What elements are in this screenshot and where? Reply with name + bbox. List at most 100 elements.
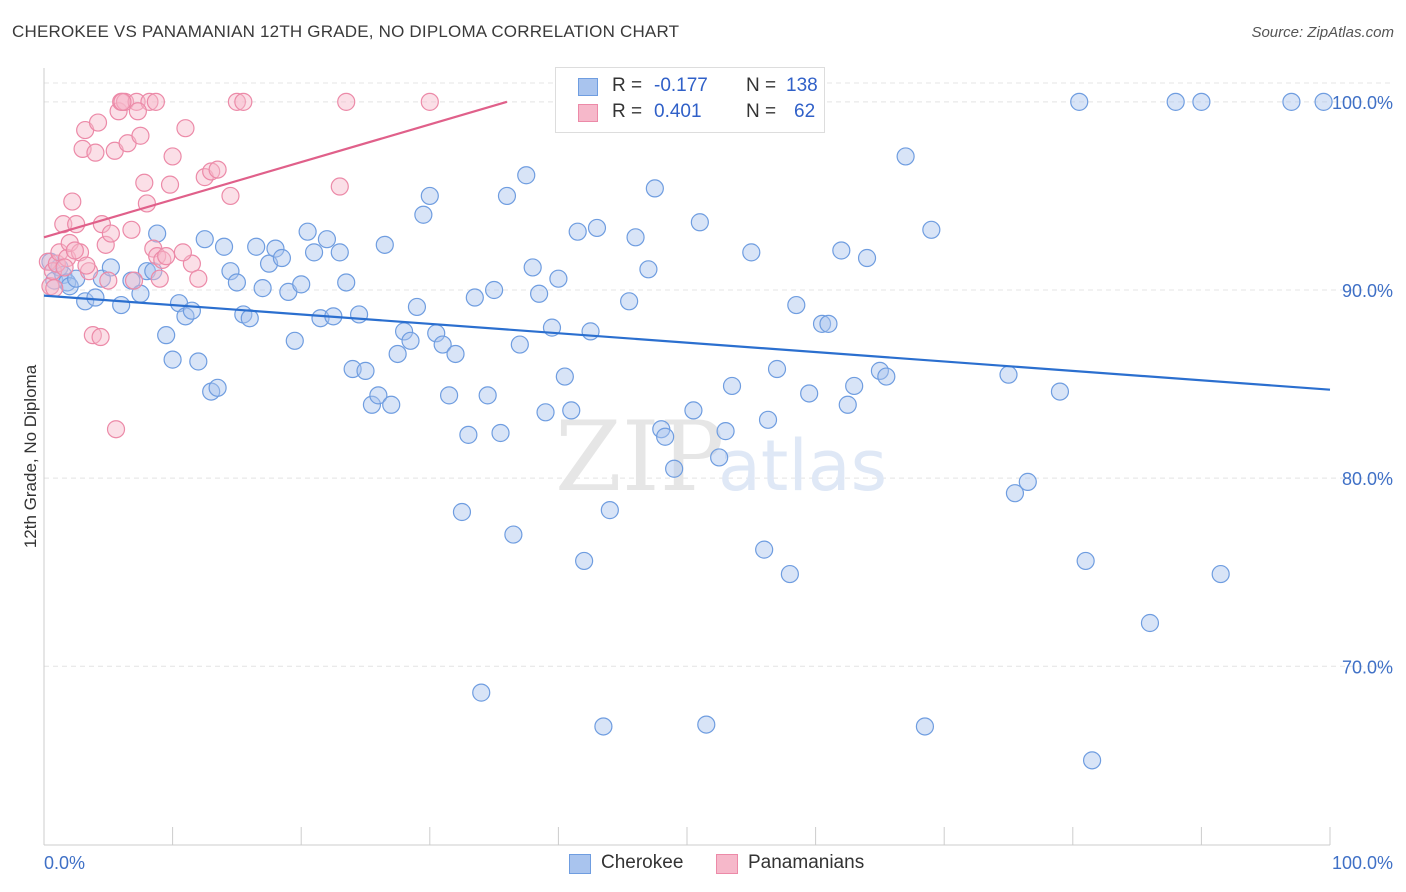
panamanian-point[interactable] [124, 271, 144, 290]
cherokee-point[interactable] [800, 384, 819, 403]
panamanian-point[interactable] [420, 92, 439, 111]
panamanian-point[interactable] [208, 160, 227, 179]
cherokee-point[interactable] [478, 386, 497, 405]
panamanian-point[interactable] [337, 92, 356, 111]
cherokee-point[interactable] [758, 410, 778, 429]
cherokee-point[interactable] [1211, 564, 1230, 584]
panamanian-point[interactable] [88, 113, 108, 132]
cherokee-point[interactable] [1082, 751, 1102, 770]
panamanian-point[interactable] [163, 147, 182, 166]
cherokee-point[interactable] [1282, 92, 1301, 111]
cherokee-point[interactable] [819, 314, 838, 333]
cherokee-point[interactable] [214, 237, 234, 256]
panamanian-point[interactable] [96, 235, 115, 254]
cherokee-point[interactable] [1140, 613, 1160, 633]
cherokee-point[interactable] [1050, 382, 1070, 401]
cherokee-point[interactable] [877, 367, 896, 386]
panamanian-point[interactable] [227, 92, 246, 111]
cherokee-point[interactable] [1018, 472, 1037, 491]
panamanian-point[interactable] [176, 119, 195, 138]
panamanian-point[interactable] [157, 247, 176, 266]
cherokee-point[interactable] [86, 288, 105, 307]
panamanian-point[interactable] [99, 271, 118, 290]
panamanian-point[interactable] [150, 269, 169, 288]
cherokee-point[interactable] [491, 423, 510, 443]
cherokee-point[interactable] [382, 395, 401, 414]
cherokee-point[interactable] [285, 331, 304, 350]
cherokee-point[interactable] [665, 459, 684, 478]
cherokee-point[interactable] [465, 288, 484, 307]
cherokee-point[interactable] [407, 297, 427, 317]
cherokee-point[interactable] [504, 525, 523, 544]
panamanian-point[interactable] [113, 92, 132, 111]
cherokee-point[interactable] [1005, 484, 1025, 503]
cherokee-point[interactable] [349, 305, 369, 324]
cherokee-point[interactable] [247, 237, 266, 256]
panamanian-point[interactable] [221, 186, 240, 206]
cherokee-point[interactable] [189, 352, 208, 371]
cherokee-point[interactable] [549, 269, 568, 288]
cherokee-point[interactable] [401, 331, 420, 350]
cherokee-point[interactable] [722, 376, 742, 396]
panamanian-point[interactable] [55, 258, 74, 277]
panamanian-point[interactable] [160, 175, 180, 194]
cherokee-point[interactable] [656, 427, 675, 446]
cherokee-point[interactable] [600, 501, 619, 520]
panamanian-point[interactable] [45, 279, 64, 298]
cherokee-point[interactable] [304, 243, 324, 262]
cherokee-point[interactable] [716, 422, 735, 441]
cherokee-point[interactable] [517, 166, 536, 185]
panamanian-point[interactable] [234, 92, 253, 111]
cherokee-point[interactable] [298, 222, 317, 241]
panamanian-point[interactable] [91, 327, 110, 347]
cherokee-point[interactable] [163, 350, 182, 369]
cherokee-point[interactable] [446, 344, 465, 364]
cherokee-point[interactable] [148, 224, 167, 243]
cherokee-point[interactable] [272, 248, 292, 268]
cherokee-point[interactable] [459, 425, 478, 444]
cherokee-point[interactable] [362, 395, 382, 414]
cherokee-point[interactable] [587, 218, 607, 238]
cherokee-point[interactable] [221, 262, 240, 281]
cherokee-point[interactable] [414, 205, 433, 224]
cherokee-point[interactable] [838, 395, 857, 414]
cherokee-point[interactable] [510, 335, 529, 354]
cherokee-point[interactable] [626, 228, 645, 247]
cherokee-point[interactable] [555, 367, 574, 386]
cherokee-point[interactable] [452, 502, 472, 522]
cherokee-point[interactable] [568, 222, 587, 241]
cherokee-point[interactable] [420, 186, 439, 206]
cherokee-point[interactable] [780, 564, 799, 584]
cherokee-point[interactable] [645, 179, 664, 198]
panamanian-point[interactable] [189, 269, 208, 288]
cherokee-point[interactable] [208, 378, 227, 397]
cherokee-point[interactable] [1166, 92, 1185, 111]
cherokee-point[interactable] [195, 230, 214, 249]
panamanian-point[interactable] [146, 92, 165, 111]
cherokee-point[interactable] [896, 147, 915, 166]
cherokee-point[interactable] [832, 241, 851, 260]
cherokee-point[interactable] [253, 279, 272, 298]
cherokee-point[interactable] [915, 717, 935, 736]
panamanian-point[interactable] [127, 92, 146, 111]
cherokee-point[interactable] [317, 230, 337, 249]
cherokee-point[interactable] [485, 280, 504, 300]
cherokee-point[interactable] [697, 715, 716, 734]
cherokee-point[interactable] [375, 235, 394, 254]
cherokee-point[interactable] [472, 683, 491, 702]
panamanian-point[interactable] [122, 220, 141, 239]
cherokee-point[interactable] [787, 295, 806, 315]
cherokee-point[interactable] [182, 301, 201, 320]
cherokee-point[interactable] [575, 551, 594, 571]
cherokee-point[interactable] [388, 344, 407, 364]
cherokee-point[interactable] [690, 213, 709, 232]
cherokee-point[interactable] [292, 275, 311, 294]
cherokee-point[interactable] [530, 284, 549, 303]
cherokee-point[interactable] [240, 309, 259, 328]
cherokee-point[interactable] [227, 273, 246, 292]
cherokee-point[interactable] [755, 540, 774, 559]
cherokee-point[interactable] [433, 335, 452, 354]
cherokee-point[interactable] [1076, 551, 1095, 571]
panamanian-point[interactable] [77, 256, 96, 275]
cherokee-point[interactable] [684, 401, 703, 420]
